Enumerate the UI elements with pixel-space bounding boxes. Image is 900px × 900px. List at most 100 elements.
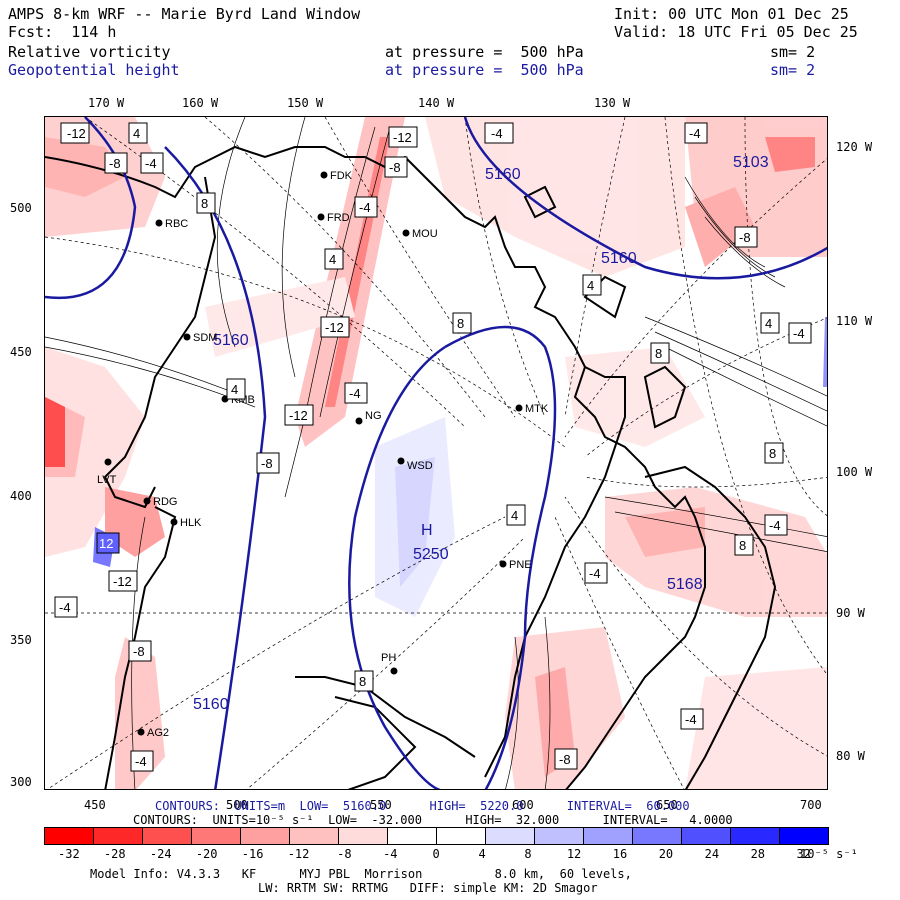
map-title: AMPS 8-km WRF -- Marie Byrd Land Window [8, 5, 361, 23]
forecast-hour: Fcst: 114 h [8, 23, 117, 41]
vort-label: -4 [788, 322, 812, 344]
top-lon-tick: 140 W [418, 96, 455, 110]
vort-label: 4 [226, 378, 246, 400]
colorbar-tick-label: -8 [337, 847, 352, 861]
colorbar-tick-label: 8 [524, 847, 532, 861]
vorticity-labels: -12 -8 -4 4 8 -12 -8 -4 4 8 -4 4 8 -12 -… [54, 122, 812, 772]
colorbar-tick-label: 20 [658, 847, 674, 861]
vorticity-shading [45, 117, 827, 789]
vort-label: 12 [96, 532, 120, 554]
vort-label: -8 [104, 152, 128, 174]
vort-label: -8 [554, 748, 578, 770]
left-y-tick: 350 [10, 633, 32, 647]
vorticity-contour-info: CONTOURS: UNITS=10⁻⁵ s⁻¹ LOW= -32.000 HI… [133, 813, 733, 827]
vort-label: 4 [760, 312, 780, 334]
right-lon-tick: 100 W [836, 465, 873, 479]
svg-text:-4: -4 [769, 518, 781, 533]
station-label: AG2 [147, 727, 169, 739]
colorbar-tick-label: 0 [432, 847, 440, 861]
vort-label: -12 [108, 570, 138, 592]
vort-label: -12 [60, 122, 90, 144]
stations: FDK FRD MOU RBC SDM KMB NG MTK WSD LVT R… [97, 170, 549, 739]
vort-label: -4 [54, 596, 78, 618]
svg-text:-8: -8 [261, 456, 273, 471]
svg-text:-8: -8 [133, 644, 145, 659]
vort-label: -4 [344, 382, 368, 404]
svg-text:8: 8 [359, 674, 366, 689]
svg-text:-4: -4 [135, 754, 147, 769]
height-label: 5160 [485, 166, 521, 183]
colorbar-segment [632, 827, 682, 845]
station-label: MOU [412, 228, 438, 240]
vort-label: 4 [506, 504, 526, 526]
vort-label: 8 [354, 670, 374, 692]
station-label: WSD [407, 460, 433, 472]
height-label: 5168 [667, 576, 703, 593]
svg-text:4: 4 [765, 316, 772, 331]
station-label: RBC [165, 218, 188, 230]
svg-text:8: 8 [739, 538, 746, 553]
vort-label: -4 [680, 708, 704, 730]
right-lon-tick: 90 W [836, 606, 865, 620]
vort-label: 4 [324, 248, 344, 270]
station-label: FDK [330, 170, 353, 182]
vort-label: 8 [764, 442, 784, 464]
colorbar-segment [142, 827, 192, 845]
vort-label: 8 [196, 192, 216, 214]
vort-label: -4 [684, 122, 708, 144]
right-lon-tick: 110 W [836, 314, 873, 328]
svg-text:-4: -4 [685, 712, 697, 727]
vort-label: -12 [284, 404, 314, 426]
vort-label: -12 [320, 316, 350, 338]
left-y-tick: 500 [10, 201, 32, 215]
height-label: H [421, 522, 433, 539]
svg-text:4: 4 [231, 382, 238, 397]
valid-time: Valid: 18 UTC Fri 05 Dec 25 [614, 23, 858, 41]
model-info-line1: Model Info: V4.3.3 KF MYJ PBL Morrison 8… [90, 867, 632, 881]
top-lon-tick: 150 W [287, 96, 324, 110]
height-labels: 5160 5160 5160 5160 5250 5103 5168 H [193, 154, 769, 713]
svg-text:4: 4 [587, 278, 594, 293]
svg-text:-8: -8 [739, 230, 751, 245]
colorbar-tick-label: -28 [103, 847, 126, 861]
station-label: RDG [153, 496, 177, 508]
svg-text:-12: -12 [325, 320, 344, 335]
station-label: MTK [525, 403, 549, 415]
height-label: 5250 [413, 546, 449, 563]
vort-label: -8 [734, 226, 758, 248]
vort-label: 4 [582, 274, 602, 296]
vort-label: -4 [764, 514, 788, 536]
vort-label: -8 [384, 156, 408, 178]
svg-text:8: 8 [655, 346, 662, 361]
field2-level: at pressure = 500 hPa [385, 61, 584, 79]
vort-label: 8 [734, 534, 754, 556]
vort-label: -4 [130, 750, 154, 772]
svg-text:-4: -4 [59, 600, 71, 615]
colorbar-tick-label: -24 [149, 847, 172, 861]
colorbar-segment [338, 827, 388, 845]
colorbar-segment [191, 827, 241, 845]
vort-label: -12 [388, 126, 418, 148]
colorbar-segment [534, 827, 584, 845]
height-label: 5160 [213, 332, 249, 349]
colorbar-segment [730, 827, 780, 845]
vort-label: 8 [452, 312, 472, 334]
vort-label: -4 [140, 152, 164, 174]
bottom-x-tick: 600 [512, 798, 534, 812]
station-label: LVT [97, 474, 117, 486]
colorbar-segment [681, 827, 731, 845]
field1-smoothing: sm= 2 [770, 43, 816, 61]
bottom-x-tick: 550 [370, 798, 392, 812]
svg-text:-4: -4 [359, 200, 371, 215]
top-lon-tick: 170 W [88, 96, 125, 110]
right-lon-tick: 80 W [836, 749, 865, 763]
svg-text:12: 12 [99, 536, 113, 551]
colorbar-segment [44, 827, 94, 845]
vort-label: -4 [484, 122, 514, 144]
map-panel: 5160 5160 5160 5160 5250 5103 5168 H FDK… [44, 116, 828, 790]
station-label: SDM [193, 332, 217, 344]
svg-text:-8: -8 [559, 752, 571, 767]
height-label: 5103 [733, 154, 769, 171]
station-label: HLK [180, 517, 202, 529]
svg-text:-12: -12 [393, 130, 412, 145]
